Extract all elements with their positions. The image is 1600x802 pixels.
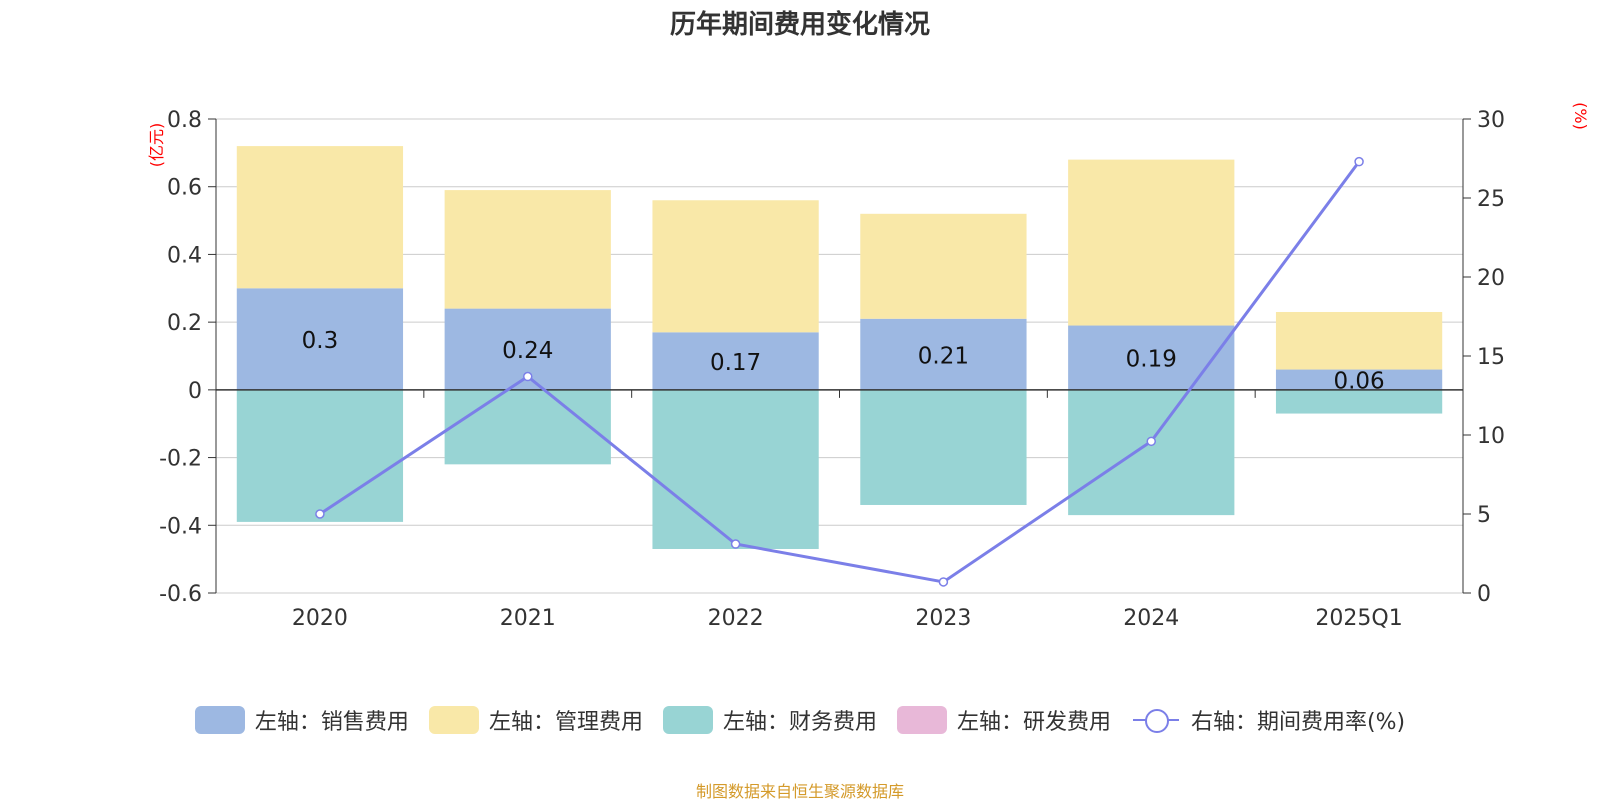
bar	[860, 213, 1027, 319]
legend: 左轴：销售费用 左轴：管理费用 左轴：财务费用 左轴：研发费用 右轴：期间费用率(%)	[0, 704, 1600, 736]
chart-title: 历年期间费用变化情况	[669, 10, 930, 40]
legend-label: 左轴：财务费用	[722, 710, 877, 735]
right-axis-tick-label: 0	[1477, 582, 1491, 607]
legend-label: 右轴：期间费用率(%)	[1190, 710, 1406, 735]
left-axis-tick-label: 0.8	[167, 108, 202, 133]
bar	[652, 389, 819, 549]
bar	[860, 389, 1027, 505]
bar	[1275, 389, 1443, 414]
bar-data-label: 0.21	[918, 343, 969, 369]
expense-chart: -0.6 -0.4 -0.2 0 0.2 0.4 0.6 0.8(亿元) 0 5 10 15 20 25 3…	[147, 102, 1590, 631]
bar	[444, 389, 611, 465]
right-axis-tick-label: 25	[1477, 187, 1505, 212]
right-axis-tick-label: 5	[1477, 503, 1491, 528]
rate-line	[319, 160, 1361, 584]
left-axis-tick-label: 0.4	[167, 243, 202, 268]
left-axis-tick-label: 0	[188, 379, 202, 404]
legend-label: 左轴：销售费用	[254, 710, 409, 735]
rate-point	[730, 539, 741, 549]
legend-item[interactable]: 左轴：财务费用	[662, 704, 877, 736]
bar-data-label: 0.06	[1333, 369, 1384, 395]
bar-data-label: 0.24	[502, 338, 553, 364]
legend-item[interactable]: 左轴：研发费用	[896, 704, 1111, 736]
left-axis-tick-label: -0.2	[159, 447, 202, 472]
left-axis-unit: (亿元)	[147, 123, 166, 168]
legend-label: 左轴：研发费用	[956, 710, 1111, 735]
bar	[236, 288, 404, 390]
right-axis-tick-label: 20	[1477, 266, 1505, 291]
rate-point	[1354, 156, 1364, 167]
bar-data-label: 0.17	[710, 350, 761, 376]
right-axis-tick-label: 10	[1477, 424, 1505, 449]
left-axis-tick-label: 0.6	[167, 176, 202, 201]
legend-swatch	[662, 706, 713, 734]
bar	[652, 200, 819, 333]
bar	[1068, 389, 1235, 516]
bar-data-label: 0.3	[302, 328, 339, 354]
rate-point	[523, 371, 533, 382]
bar	[1068, 325, 1235, 390]
legend-swatch	[194, 706, 245, 734]
left-axis-tick-label: -0.4	[159, 514, 202, 539]
right-axis-unit: (%)	[1571, 102, 1590, 130]
x-axis-category-label: 2024	[1123, 606, 1179, 631]
legend-item[interactable]: 左轴：管理费用	[428, 704, 643, 736]
rate-point	[1146, 436, 1156, 447]
left-axis-tick-label: -0.6	[159, 582, 202, 607]
bar	[236, 389, 404, 522]
legend-label: 左轴：管理费用	[488, 710, 643, 735]
rate-point	[315, 509, 325, 519]
legend-swatch	[428, 706, 479, 734]
rate-point	[938, 577, 949, 587]
bar	[236, 146, 404, 289]
left-axis-tick-label: 0.2	[167, 311, 202, 336]
legend-swatch	[1131, 706, 1181, 734]
bar	[1068, 159, 1235, 326]
bar	[860, 318, 1027, 390]
data-source-note: 制图数据来自恒生聚源数据库	[695, 782, 904, 801]
x-axis-category-label: 2025Q1	[1315, 606, 1402, 631]
x-axis-category-label: 2023	[915, 606, 971, 631]
bar	[1275, 311, 1443, 370]
x-axis-category-label: 2021	[500, 606, 556, 631]
right-axis-tick-label: 30	[1477, 108, 1505, 133]
legend-swatch	[896, 706, 947, 734]
bar	[652, 332, 819, 390]
x-axis-category-label: 2020	[292, 606, 348, 631]
right-axis-tick-label: 15	[1477, 345, 1505, 370]
legend-item[interactable]: 右轴：期间费用率(%)	[1131, 704, 1405, 736]
legend-item[interactable]: 左轴：销售费用	[194, 704, 409, 736]
bar	[1275, 369, 1443, 390]
bar	[444, 190, 611, 309]
bar-data-label: 0.19	[1126, 347, 1177, 373]
x-axis-category-label: 2022	[708, 606, 764, 631]
